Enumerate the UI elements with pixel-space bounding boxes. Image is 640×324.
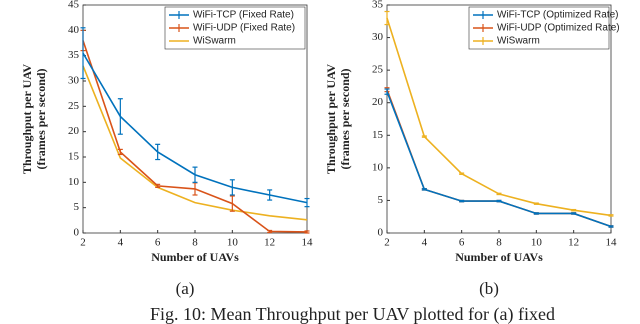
error-bar	[571, 212, 577, 215]
error-bar	[155, 183, 161, 188]
x-tick-label: 14	[606, 237, 618, 249]
caption: Fig. 10: Mean Throughput per UAV plotted…	[150, 304, 555, 324]
x-tick-label: 2	[80, 237, 86, 249]
error-bar	[496, 192, 502, 196]
legend-label: WiFi-TCP (Optimized Rate)	[497, 10, 619, 21]
x-axis-label: Number of UAVs	[455, 250, 543, 264]
y-tick-label: 35	[372, 0, 384, 11]
error-bar	[608, 225, 614, 228]
x-tick-label: 6	[155, 237, 161, 249]
legend-label: WiFi-UDP (Optimized Rate)	[497, 23, 620, 34]
legend-label: WiSwarm	[497, 36, 540, 47]
series-line	[386, 91, 612, 228]
error-bar	[117, 98, 123, 135]
y-tick-label: 20	[372, 96, 384, 108]
y-tick-label: 5	[378, 194, 384, 206]
x-tick-label: 8	[192, 237, 198, 249]
y-tick-label: 5	[74, 201, 80, 213]
error-bar	[267, 189, 273, 201]
error-bar	[608, 214, 614, 217]
y-tick-label: 10	[372, 161, 384, 173]
x-axis-label: Number of UAVs	[151, 250, 239, 264]
error-bar	[533, 202, 539, 205]
y-tick-label: 10	[68, 176, 80, 188]
x-tick-label: 6	[459, 237, 465, 249]
y-tick-label: 25	[372, 64, 384, 76]
subfigure-label: (a)	[176, 279, 195, 298]
error-bar	[421, 135, 427, 138]
y-tick-label: 20	[68, 125, 80, 137]
y-axis-label: (frames per second)	[34, 68, 48, 169]
series-line	[82, 65, 308, 221]
y-tick-label: 45	[68, 0, 80, 11]
y-tick-label: 30	[372, 31, 384, 43]
error-bar	[229, 195, 235, 212]
y-tick-label: 30	[68, 75, 80, 87]
y-tick-label: 15	[372, 129, 384, 141]
legend-label: WiSwarm	[193, 36, 236, 47]
y-tick-label: 35	[68, 49, 80, 61]
y-tick-label: 0	[378, 227, 384, 239]
y-tick-label: 40	[68, 24, 80, 36]
x-tick-label: 12	[264, 237, 275, 249]
x-tick-label: 14	[302, 237, 314, 249]
error-bar	[571, 208, 577, 212]
y-tick-label: 25	[68, 100, 80, 112]
y-axis-label: (frames per second)	[338, 68, 352, 169]
error-bar	[304, 230, 310, 234]
error-bar	[80, 27, 86, 80]
x-tick-label: 10	[227, 237, 239, 249]
x-tick-label: 12	[568, 237, 579, 249]
y-axis-label: Throughput per UAV	[324, 64, 338, 174]
error-bar	[496, 199, 502, 203]
x-tick-label: 8	[496, 237, 502, 249]
y-tick-label: 0	[74, 227, 80, 239]
error-bar	[304, 197, 310, 208]
error-bar	[267, 229, 273, 234]
error-bar	[384, 10, 390, 26]
legend-label: WiFi-UDP (Fixed Rate)	[193, 23, 295, 34]
subfigure-label: (b)	[479, 279, 499, 298]
y-axis-label: Throughput per UAV	[20, 64, 34, 174]
error-bar	[384, 88, 390, 95]
error-bar	[421, 188, 427, 191]
x-tick-label: 10	[531, 237, 543, 249]
series-line	[386, 89, 612, 228]
y-tick-label: 15	[68, 151, 80, 163]
x-tick-label: 4	[422, 237, 428, 249]
error-bar	[192, 166, 198, 183]
error-bar	[459, 172, 465, 175]
error-bar	[533, 212, 539, 215]
x-tick-label: 4	[118, 237, 124, 249]
x-tick-label: 2	[384, 237, 390, 249]
legend-label: WiFi-TCP (Fixed Rate)	[193, 10, 294, 21]
error-bar	[155, 143, 161, 161]
error-bar	[117, 148, 123, 156]
error-bar	[459, 199, 465, 203]
error-bar	[229, 179, 235, 196]
